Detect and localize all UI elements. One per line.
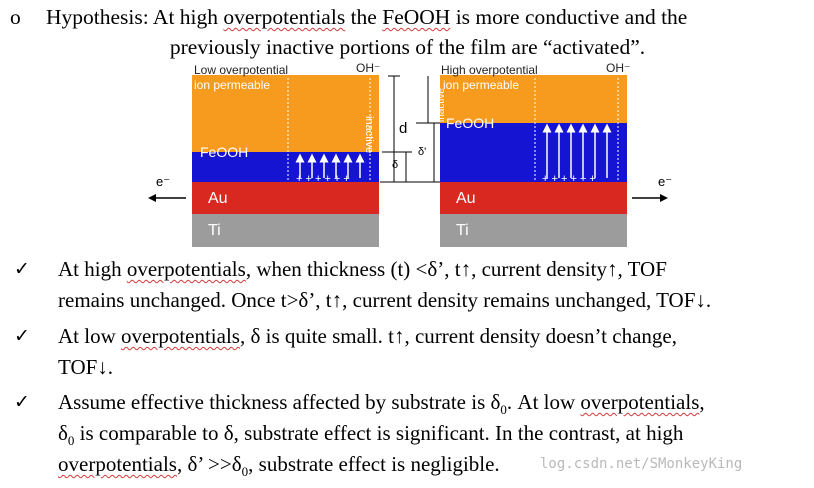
bullet-text: , δ’ >>δ bbox=[176, 452, 242, 476]
hypothesis-term-feooh: FeOOH bbox=[382, 5, 451, 29]
bullet-text: Assume effective thickness affected by s… bbox=[58, 390, 501, 414]
term-overpotentials: overpotentials bbox=[580, 390, 700, 414]
bullet-3-line-1: Assume effective thickness affected by s… bbox=[58, 387, 705, 425]
left-ti-label: Ti bbox=[208, 222, 221, 239]
hypothesis-line-1: Hypothesis: At high overpotentials the F… bbox=[46, 2, 687, 32]
right-ion-permeable: ion permeable bbox=[443, 78, 520, 92]
watermark: log.csdn.net/SMonkeyKing bbox=[540, 456, 743, 472]
left-d-label: d bbox=[399, 120, 408, 137]
right-arrows bbox=[542, 123, 612, 178]
hypothesis-text: Hypothesis: At high bbox=[46, 5, 224, 29]
left-ti-layer bbox=[192, 214, 379, 247]
bullet-1: ✓ At high overpotentials, when thickness… bbox=[14, 254, 814, 318]
bullet-1-line-1: At high overpotentials, when thickness (… bbox=[58, 254, 667, 285]
bullet-2-line-2: TOF↓. bbox=[58, 355, 114, 379]
bullet-3-line-2: δ0 is comparable to δ, substrate effect … bbox=[58, 418, 683, 456]
subscript: 0 bbox=[241, 464, 249, 480]
right-feooh-layer bbox=[440, 123, 627, 182]
bullet-3: ✓ Assume effective thickness affected by… bbox=[14, 387, 814, 483]
bullet-text: At low bbox=[58, 324, 121, 348]
right-au-label: Au bbox=[456, 190, 476, 207]
right-delta-label: δ' bbox=[418, 146, 427, 158]
right-inactive-label: inactive bbox=[436, 88, 447, 122]
right-ti-layer bbox=[440, 214, 627, 247]
bullet-text: is comparable to δ, substrate effect is … bbox=[74, 421, 684, 445]
right-orange-layer bbox=[440, 75, 627, 123]
bullet-1-line-2: remains unchanged. Once t>δ’, t↑, curren… bbox=[58, 288, 712, 312]
bullet-text: δ bbox=[58, 421, 68, 445]
bullet-text: , substrate effect is negligible. bbox=[248, 452, 500, 476]
right-ti-label: Ti bbox=[456, 222, 469, 239]
bullet-text: . At low bbox=[506, 390, 581, 414]
bullet-text: , when thickness (t) <δ’, t↑, current de… bbox=[245, 257, 667, 281]
term-overpotentials: overpotentials bbox=[121, 324, 240, 348]
subscript: 0 bbox=[500, 402, 507, 418]
bullet-text: , δ is quite small. t↑, current density … bbox=[239, 324, 677, 348]
term-overpotentials: overpotentials bbox=[58, 452, 177, 476]
hypothesis-text: the bbox=[345, 5, 383, 29]
right-electron-arrowhead bbox=[660, 194, 668, 202]
bullet-3-line-3: overpotentials, δ’ >>δ0, substrate effec… bbox=[58, 449, 500, 487]
hypothesis-term-overpotentials: overpotentials bbox=[223, 5, 346, 29]
right-electron-label: e⁻ bbox=[658, 174, 673, 189]
left-orange-layer bbox=[192, 75, 379, 152]
left-arrows bbox=[295, 153, 365, 178]
film-diagram-svg: + + + + + + + + + + + + bbox=[148, 75, 668, 247]
left-electron-arrowhead bbox=[148, 194, 156, 202]
left-title: Low overpotential bbox=[194, 63, 289, 77]
right-feooh-label: FeOOH bbox=[446, 115, 495, 131]
checkmark-icon: ✓ bbox=[14, 391, 30, 413]
checkmark-icon: ✓ bbox=[14, 325, 30, 347]
hypothesis-bullet: o bbox=[10, 5, 21, 29]
subscript: 0 bbox=[67, 433, 75, 449]
right-plus-signs: + + + + + + bbox=[542, 173, 596, 185]
bullet-2: ✓ At low overpotentials, δ is quite smal… bbox=[14, 321, 814, 385]
left-ion-permeable: ion permeable bbox=[194, 78, 271, 92]
film-diagram: + + + + + + + + + + + + bbox=[130, 60, 690, 250]
right-au-layer bbox=[440, 182, 627, 214]
left-au-layer bbox=[192, 182, 379, 214]
term-overpotentials: overpotentials bbox=[126, 257, 246, 281]
right-title: High overpotential bbox=[441, 63, 538, 77]
checkmark-icon: ✓ bbox=[14, 258, 30, 280]
left-feooh-label: FeOOH bbox=[200, 144, 249, 160]
bullet-text: At high bbox=[58, 257, 127, 281]
bullet-text: , bbox=[699, 390, 705, 414]
left-delta-label: δ bbox=[392, 159, 399, 171]
left-inactive-label: inactive bbox=[363, 116, 375, 154]
hypothesis-line-2: previously inactive portions of the film… bbox=[169, 35, 646, 59]
left-oh-label: OH⁻ bbox=[356, 61, 381, 75]
bullet-2-line-1: At low overpotentials, δ is quite small.… bbox=[58, 321, 677, 352]
hypothesis-text: is more conductive and the bbox=[450, 5, 688, 29]
right-oh-label: OH⁻ bbox=[606, 61, 631, 75]
left-electron-label: e⁻ bbox=[156, 174, 171, 189]
left-plus-signs: + + + + + + bbox=[296, 173, 350, 185]
left-au-label: Au bbox=[208, 190, 228, 207]
